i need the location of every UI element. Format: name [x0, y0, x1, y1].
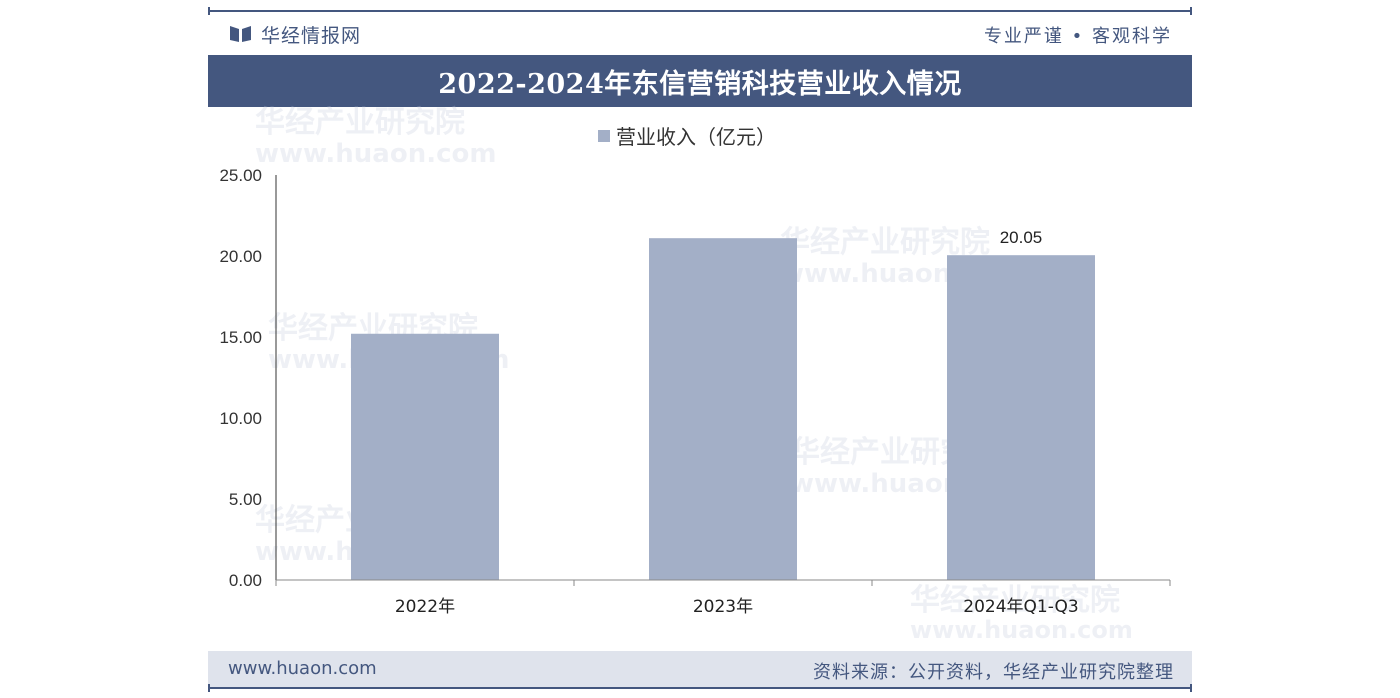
x-tick-label: 2022年 [395, 597, 455, 617]
slogan: 专业严谨 • 客观科学 [983, 26, 1172, 47]
y-tick-label: 0.00 [229, 571, 262, 590]
y-tick-label: 20.00 [219, 247, 262, 266]
watermark-name: 华经产业研究院 [910, 583, 1120, 618]
bar [947, 255, 1095, 580]
x-tick-label: 2024年Q1-Q3 [963, 597, 1078, 617]
watermark-url: www.huaon.com [910, 616, 1133, 644]
y-tick-label: 5.00 [229, 490, 262, 509]
watermark-name: 华经产业研究院 [780, 225, 990, 260]
bottom-rule [208, 684, 1192, 692]
legend-swatch [598, 130, 610, 142]
x-tick-label: 2023年 [693, 597, 753, 617]
bar [351, 333, 499, 580]
watermark-name: 华经产业研究院 [255, 105, 465, 140]
x-axis: 2022年 2023年 2024年Q1-Q3 [275, 579, 1171, 617]
y-tick-label: 15.00 [219, 328, 262, 347]
y-tick-label: 25.00 [219, 166, 262, 185]
footer-source: 资料来源：公开资料，华经产业研究院整理 [813, 662, 1174, 683]
bars: 20.05 [351, 228, 1095, 580]
brand-logo-icon [230, 26, 251, 42]
legend-label: 营业收入（亿元） [616, 125, 776, 149]
chart-title: 2022-2024年东信营销科技营业收入情况 [438, 68, 962, 100]
report-frame: 华经情报网 专业严谨 • 客观科学 2022-2024年东信营销科技营业收入情况… [208, 7, 1192, 692]
footer-bar: www.huaon.com 资料来源：公开资料，华经产业研究院整理 [208, 651, 1192, 687]
title-bar: 2022-2024年东信营销科技营业收入情况 [208, 55, 1192, 107]
brand: 华经情报网 [230, 22, 362, 47]
watermark-url: www.huaon.com [255, 139, 496, 169]
chart-legend: 营业收入（亿元） [598, 125, 776, 149]
bar [649, 238, 797, 580]
y-tick-label: 10.00 [219, 409, 262, 428]
brand-name: 华经情报网 [261, 24, 362, 47]
footer-website: www.huaon.com [228, 658, 377, 679]
y-axis: 0.00 5.00 10.00 15.00 20.00 25.00 [219, 166, 277, 590]
top-rule [208, 7, 1192, 15]
data-label: 20.05 [1000, 228, 1043, 247]
